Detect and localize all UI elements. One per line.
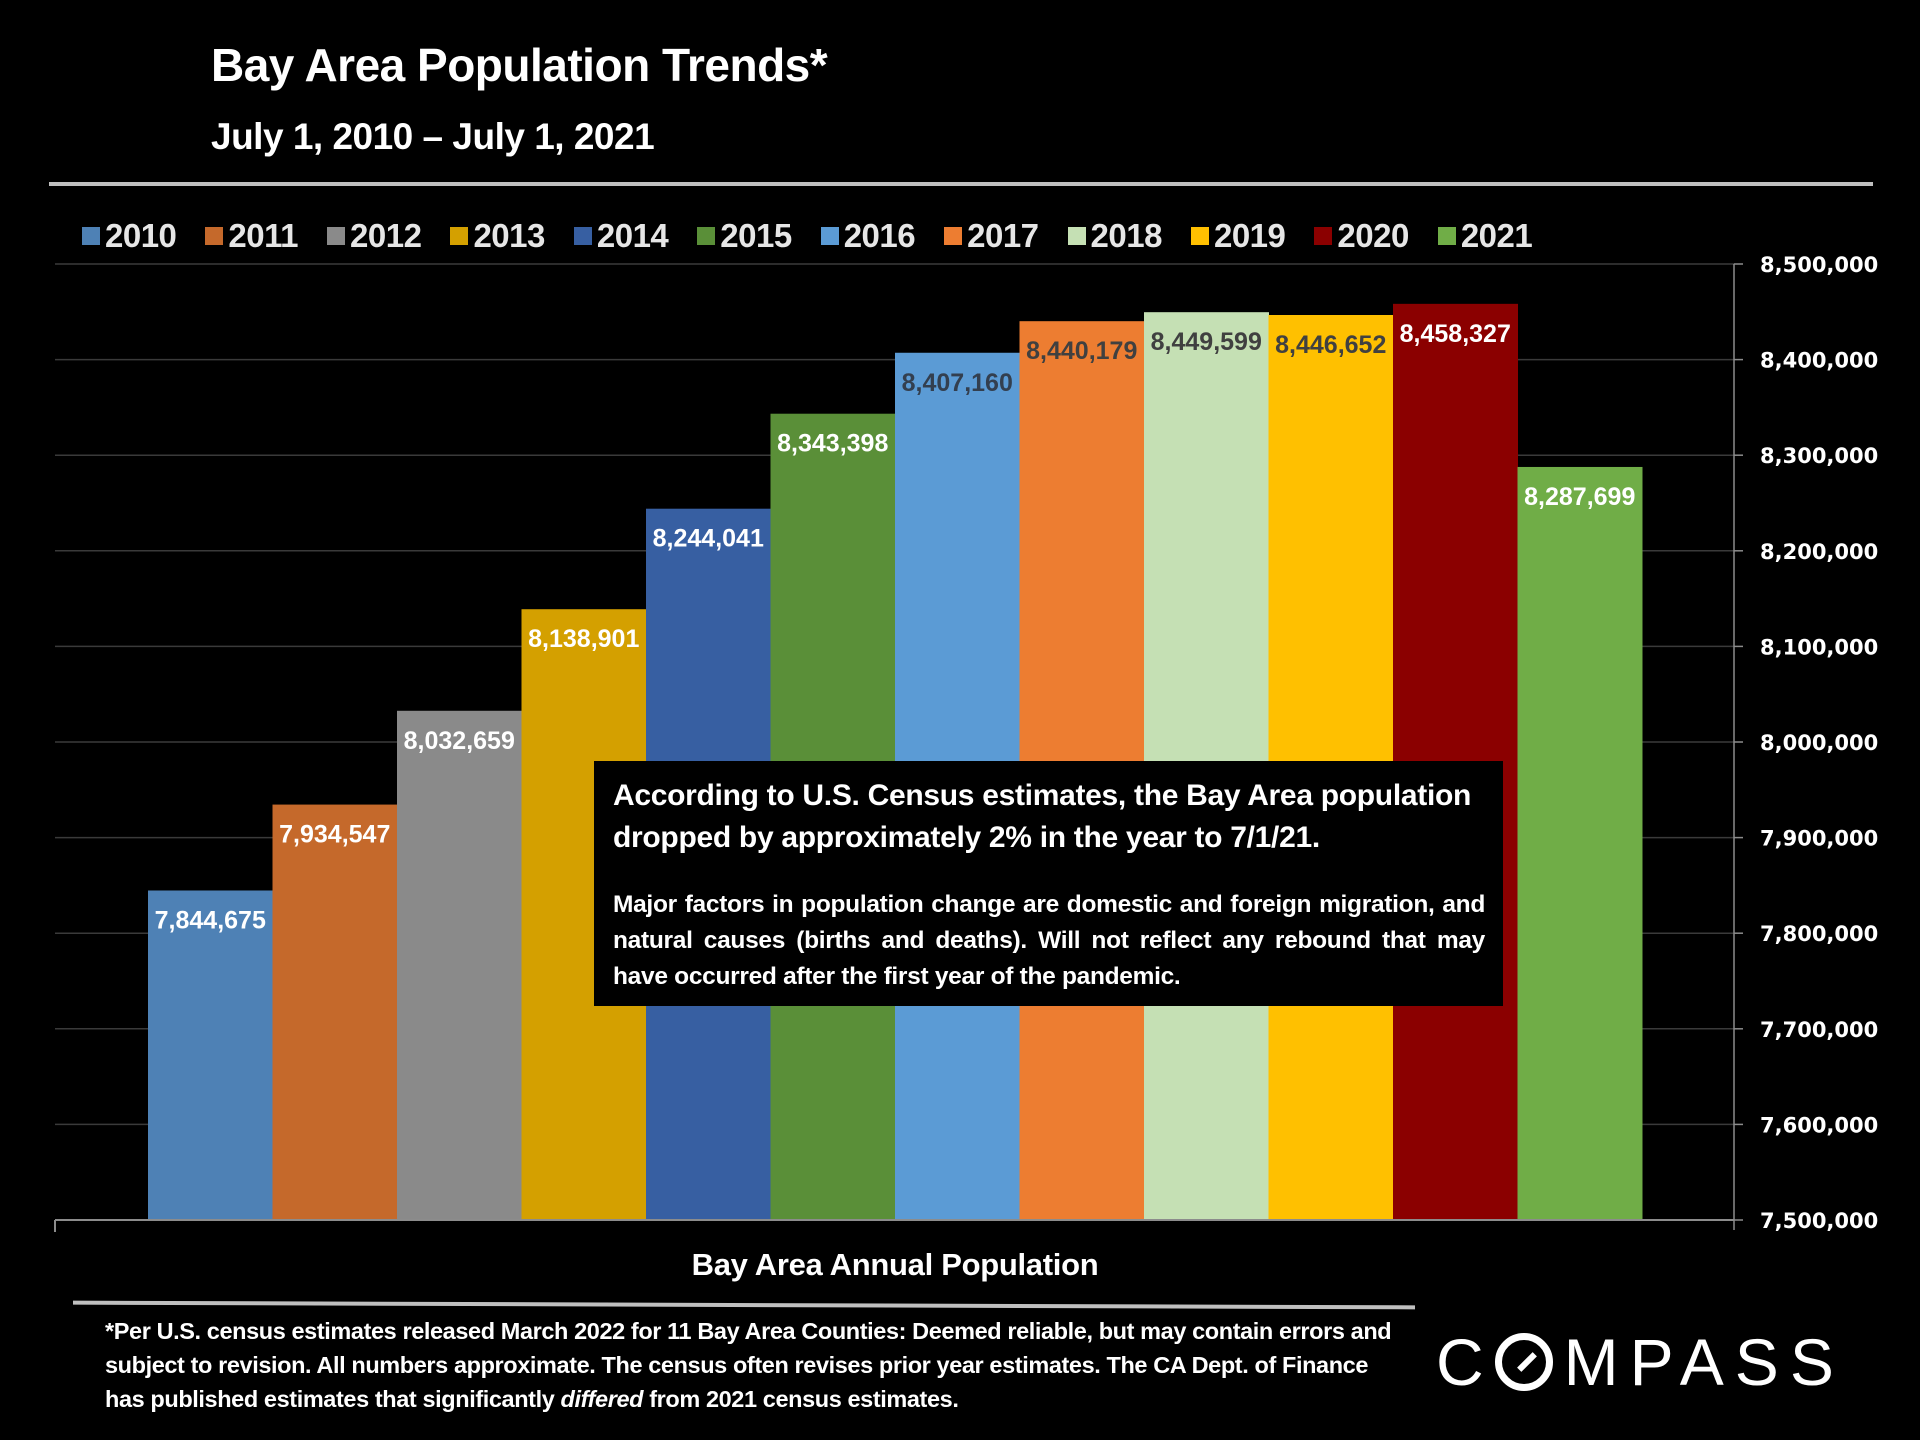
y-tick-label: 8,000,000	[1760, 731, 1878, 755]
legend-swatch	[944, 227, 963, 245]
legend-label: 2011	[228, 217, 299, 254]
legend-item-2012: 2012	[327, 217, 422, 255]
x-axis-label: Bay Area Annual Population	[691, 1247, 1099, 1282]
legend-label: 2014	[596, 217, 669, 254]
legend-swatch	[1067, 227, 1086, 245]
data-label-2010: 7,844,675	[155, 906, 266, 934]
y-tick-label: 8,100,000	[1760, 635, 1878, 659]
chart-subtitle: July 1, 2010 – July 1, 2021	[211, 116, 655, 157]
legend-item-2013: 2013	[450, 217, 545, 255]
legend-swatch	[697, 227, 716, 245]
data-label-2021: 8,287,699	[1524, 483, 1635, 511]
legend-item-2018: 2018	[1067, 217, 1163, 255]
legend-label: 2015	[720, 217, 792, 254]
footnote: *Per U.S. census estimates released Marc…	[105, 1314, 1405, 1416]
legend-swatch	[1437, 227, 1456, 245]
bar-2021	[1517, 466, 1643, 1221]
legend-item-2016: 2016	[820, 217, 916, 255]
legend-label: 2010	[105, 217, 177, 254]
bar-2012	[397, 710, 522, 1220]
data-label-2014: 8,244,041	[653, 525, 764, 553]
y-tick-label: 7,800,000	[1760, 922, 1878, 946]
compass-logo: C MPASS	[1436, 1322, 1845, 1402]
legend-label: 2019	[1213, 217, 1286, 254]
logo-letter-c: C	[1436, 1325, 1495, 1399]
footnote-text-end: from 2021 census estimates.	[643, 1386, 959, 1412]
legend-label: 2020	[1337, 217, 1409, 254]
legend-item-2017: 2017	[944, 217, 1039, 255]
y-tick-label: 7,500,000	[1760, 1209, 1878, 1233]
legend-item-2020: 2020	[1314, 217, 1409, 255]
data-label-2020: 8,458,327	[1400, 320, 1511, 348]
annotation-body: Major factors in population change are d…	[613, 891, 1485, 990]
legend-item-2019: 2019	[1190, 217, 1286, 255]
chart-legend: 2010 2011 2012 2013 2014 2015 2016 2017 2018 2019…	[82, 214, 1561, 258]
legend-label: 2016	[843, 217, 916, 254]
legend-swatch	[1314, 227, 1333, 245]
bar-2010	[148, 890, 273, 1220]
y-tick-label: 8,300,000	[1760, 444, 1878, 468]
legend-swatch	[1190, 227, 1209, 245]
legend-label: 2013	[473, 217, 545, 254]
legend-item-2014: 2014	[573, 217, 669, 255]
compass-o-slash-icon	[1494, 1333, 1553, 1391]
y-tick-label: 8,200,000	[1760, 540, 1878, 564]
legend-swatch	[82, 227, 100, 245]
legend-swatch	[205, 227, 224, 245]
data-label-2012: 8,032,659	[404, 727, 515, 755]
y-tick-label: 7,900,000	[1760, 827, 1878, 851]
chart-title: Bay Area Population Trends*	[211, 39, 828, 91]
legend-label: 2017	[967, 217, 1039, 254]
bar-2011	[272, 804, 398, 1220]
annotation-box: According to U.S. Census estimates, the …	[594, 761, 1503, 1006]
y-tick-label: 8,500,000	[1760, 253, 1878, 277]
data-label-2011: 7,934,547	[279, 821, 390, 849]
legend-label: 2018	[1090, 217, 1163, 254]
data-label-2018: 8,449,599	[1151, 328, 1262, 356]
legend-swatch	[573, 227, 592, 245]
data-label-2016: 8,407,160	[902, 369, 1013, 397]
legend-item-2011: 2011	[205, 217, 299, 255]
legend-swatch	[450, 227, 469, 245]
footnote-italic: differed	[560, 1386, 644, 1412]
y-tick-label: 7,600,000	[1760, 1113, 1878, 1137]
legend-item-2021: 2021	[1437, 217, 1533, 255]
data-label-2019: 8,446,652	[1275, 331, 1386, 359]
footnote-text: *Per U.S. census estimates released Marc…	[105, 1318, 1392, 1412]
legend-swatch	[820, 227, 839, 245]
data-label-2017: 8,440,179	[1026, 337, 1137, 365]
data-label-2015: 8,343,398	[777, 430, 888, 458]
annotation-headline: According to U.S. Census estimates, the …	[613, 779, 1472, 854]
y-tick-label: 8,400,000	[1760, 349, 1878, 373]
legend-swatch	[327, 227, 346, 245]
data-label-2013: 8,138,901	[528, 625, 639, 653]
y-tick-label: 7,700,000	[1760, 1018, 1878, 1042]
legend-label: 2012	[350, 217, 422, 254]
logo-letters: MPASS	[1563, 1325, 1845, 1399]
legend-item-2010: 2010	[82, 217, 177, 255]
legend-label: 2021	[1460, 217, 1533, 254]
legend-item-2015: 2015	[697, 217, 792, 255]
header-divider	[49, 182, 1873, 186]
